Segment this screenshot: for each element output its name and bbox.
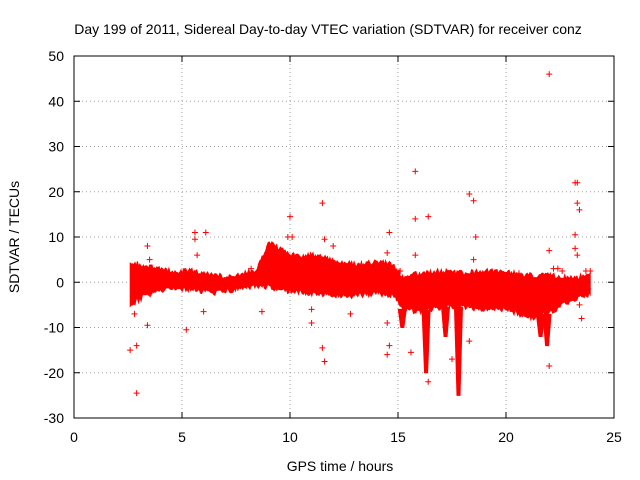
chart-title: Day 199 of 2011, Sidereal Day-to-day VTE… <box>74 21 582 37</box>
data-point <box>144 322 151 329</box>
y-tick-label: 20 <box>48 184 64 200</box>
data-point <box>146 290 153 297</box>
data-point <box>330 243 337 250</box>
data-point <box>559 267 566 274</box>
x-tick-label: 25 <box>606 429 622 445</box>
data-point <box>194 252 201 259</box>
data-point <box>466 338 473 345</box>
data-point <box>574 252 581 259</box>
x-tick-label: 20 <box>498 429 514 445</box>
data-point <box>384 319 391 326</box>
data-point <box>191 229 198 236</box>
data-point <box>191 236 198 243</box>
data-point <box>574 179 581 186</box>
y-tick-label: 10 <box>48 229 64 245</box>
data-point <box>287 213 293 220</box>
data-point <box>131 310 138 317</box>
x-tick-label: 10 <box>282 429 298 445</box>
y-tick-label: 0 <box>56 274 64 290</box>
data-point <box>289 234 296 240</box>
data-point <box>319 200 326 207</box>
axis-ticks: 0 5 10 15 20 25 -30 -20 -10 0 10 20 30 40 50 <box>44 48 622 445</box>
data-point <box>546 71 553 78</box>
data-point <box>200 308 207 315</box>
data-point <box>546 362 553 369</box>
data-point <box>574 200 581 207</box>
data-point <box>384 249 391 256</box>
x-tick-label: 5 <box>178 429 186 445</box>
data-point <box>587 267 594 274</box>
x-tick-label: 0 <box>70 429 78 445</box>
data-point <box>407 349 414 356</box>
data-point <box>386 342 393 349</box>
data-point <box>449 356 455 363</box>
data-point <box>133 390 140 397</box>
data-point <box>576 206 583 213</box>
data-point <box>578 315 585 322</box>
data-point <box>554 265 561 272</box>
data-dip <box>397 308 407 328</box>
y-tick-label: 30 <box>48 139 64 155</box>
data-point <box>576 301 583 308</box>
data-point <box>386 229 393 236</box>
data-point <box>321 236 328 243</box>
data-dip <box>453 306 463 396</box>
data-point <box>515 270 522 277</box>
data-point <box>347 310 354 317</box>
data-point <box>308 319 315 326</box>
data-point <box>397 267 404 274</box>
y-axis-label: SDTVAR / TECUs <box>6 181 22 293</box>
data-point <box>183 326 190 333</box>
data-point <box>425 378 432 385</box>
data-point <box>425 213 432 220</box>
data-point <box>412 252 419 259</box>
data-dip <box>421 309 431 374</box>
data-dip <box>440 306 451 338</box>
data-layer <box>127 71 594 397</box>
data-point <box>546 247 553 254</box>
data-point <box>412 168 419 175</box>
x-axis-label: GPS time / hours <box>287 458 394 474</box>
data-point <box>412 215 419 222</box>
y-tick-label: -30 <box>44 410 64 426</box>
data-point <box>144 243 151 250</box>
data-point <box>472 234 479 240</box>
data-point <box>127 347 134 354</box>
data-point <box>202 229 209 236</box>
data-point <box>319 344 326 351</box>
data-point <box>470 256 477 263</box>
data-point <box>308 306 315 313</box>
data-band <box>129 241 591 322</box>
data-point <box>572 231 579 238</box>
y-tick-label: -10 <box>44 320 64 336</box>
data-dip <box>535 315 546 338</box>
data-point <box>466 191 473 198</box>
data-point <box>572 245 579 252</box>
data-point <box>146 256 153 263</box>
data-point <box>133 342 140 349</box>
data-point <box>384 351 391 358</box>
data-point <box>258 308 265 315</box>
data-point <box>248 265 255 272</box>
y-tick-label: -20 <box>44 365 64 381</box>
x-tick-label: 15 <box>390 429 406 445</box>
y-tick-label: 40 <box>48 93 64 109</box>
data-point <box>470 197 477 204</box>
data-dip <box>542 313 552 347</box>
data-point <box>321 358 328 365</box>
data-point <box>585 286 592 293</box>
y-tick-label: 50 <box>48 48 64 64</box>
